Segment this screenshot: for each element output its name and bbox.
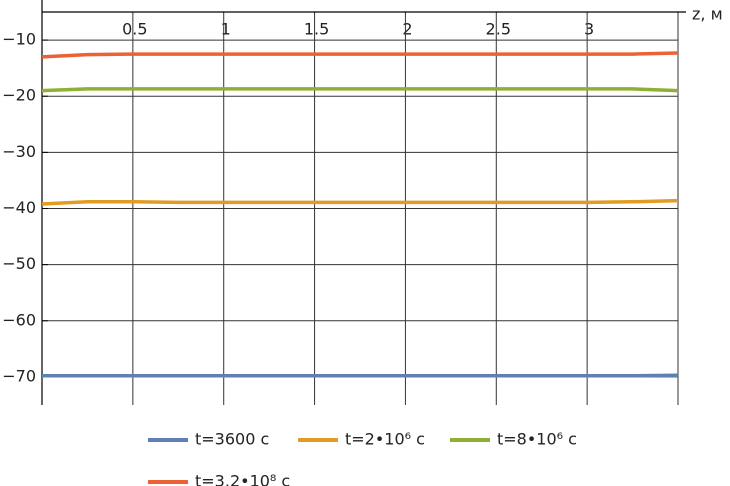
x-tick-label: 0.5: [122, 20, 147, 39]
x-axis-label: z, м: [692, 5, 723, 24]
x-tick-label: 1.5: [304, 20, 329, 39]
y-tick-label: −20: [2, 86, 36, 105]
series-line: [41, 198, 679, 206]
y-tick-label: −70: [2, 366, 36, 385]
x-tick-label: 3: [584, 20, 594, 39]
legend-label: t=3600 c: [195, 430, 269, 449]
legend-label: t=3.2•10⁸ c: [195, 472, 290, 486]
y-tick-label: −50: [2, 254, 36, 273]
series-line: [42, 373, 679, 378]
series-line: [41, 51, 679, 59]
x-tick-label: 2: [402, 20, 412, 39]
x-tick-label: 2.5: [486, 20, 511, 39]
y-tick-label: −30: [2, 142, 36, 161]
series-line: [41, 87, 679, 93]
legend-label: t=2•10⁶ c: [345, 430, 425, 449]
y-tick-label: −60: [2, 310, 36, 329]
x-tick-label: 1: [221, 20, 231, 39]
y-tick-label: −10: [2, 30, 36, 49]
legend-label: t=8•10⁶ c: [497, 430, 577, 449]
y-tick-label: −40: [2, 198, 36, 217]
